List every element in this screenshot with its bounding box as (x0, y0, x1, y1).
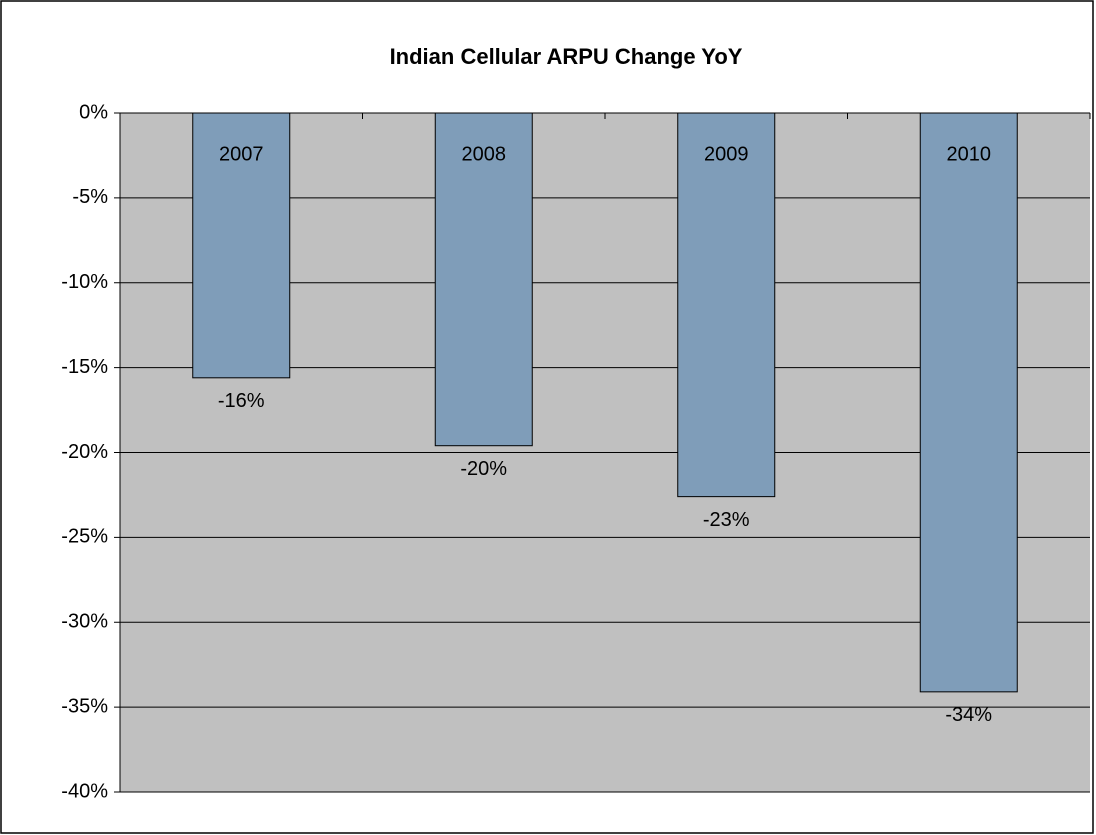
y-tick-label: -10% (61, 271, 108, 293)
chart-title: Indian Cellular ARPU Change YoY (390, 44, 743, 69)
y-tick-label: -30% (61, 611, 108, 633)
value-label: -16% (218, 390, 265, 412)
category-label: 2009 (704, 143, 749, 165)
bar (192, 112, 291, 379)
value-label: -23% (703, 509, 750, 531)
bar (919, 112, 1018, 693)
y-tick-label: -25% (61, 526, 108, 548)
value-label: -20% (460, 458, 507, 480)
bar (677, 112, 776, 498)
y-tick-label: -5% (72, 186, 108, 208)
y-tick-label: -20% (61, 441, 108, 463)
category-label: 2007 (219, 143, 264, 165)
category-label: 2008 (462, 143, 507, 165)
y-tick-label: 0% (79, 101, 108, 123)
y-tick-label: -35% (61, 695, 108, 717)
value-label: -34% (945, 704, 992, 726)
bar (434, 112, 533, 447)
category-label: 2010 (947, 143, 992, 165)
y-tick-label: -40% (61, 780, 108, 802)
y-tick-label: -15% (61, 356, 108, 378)
